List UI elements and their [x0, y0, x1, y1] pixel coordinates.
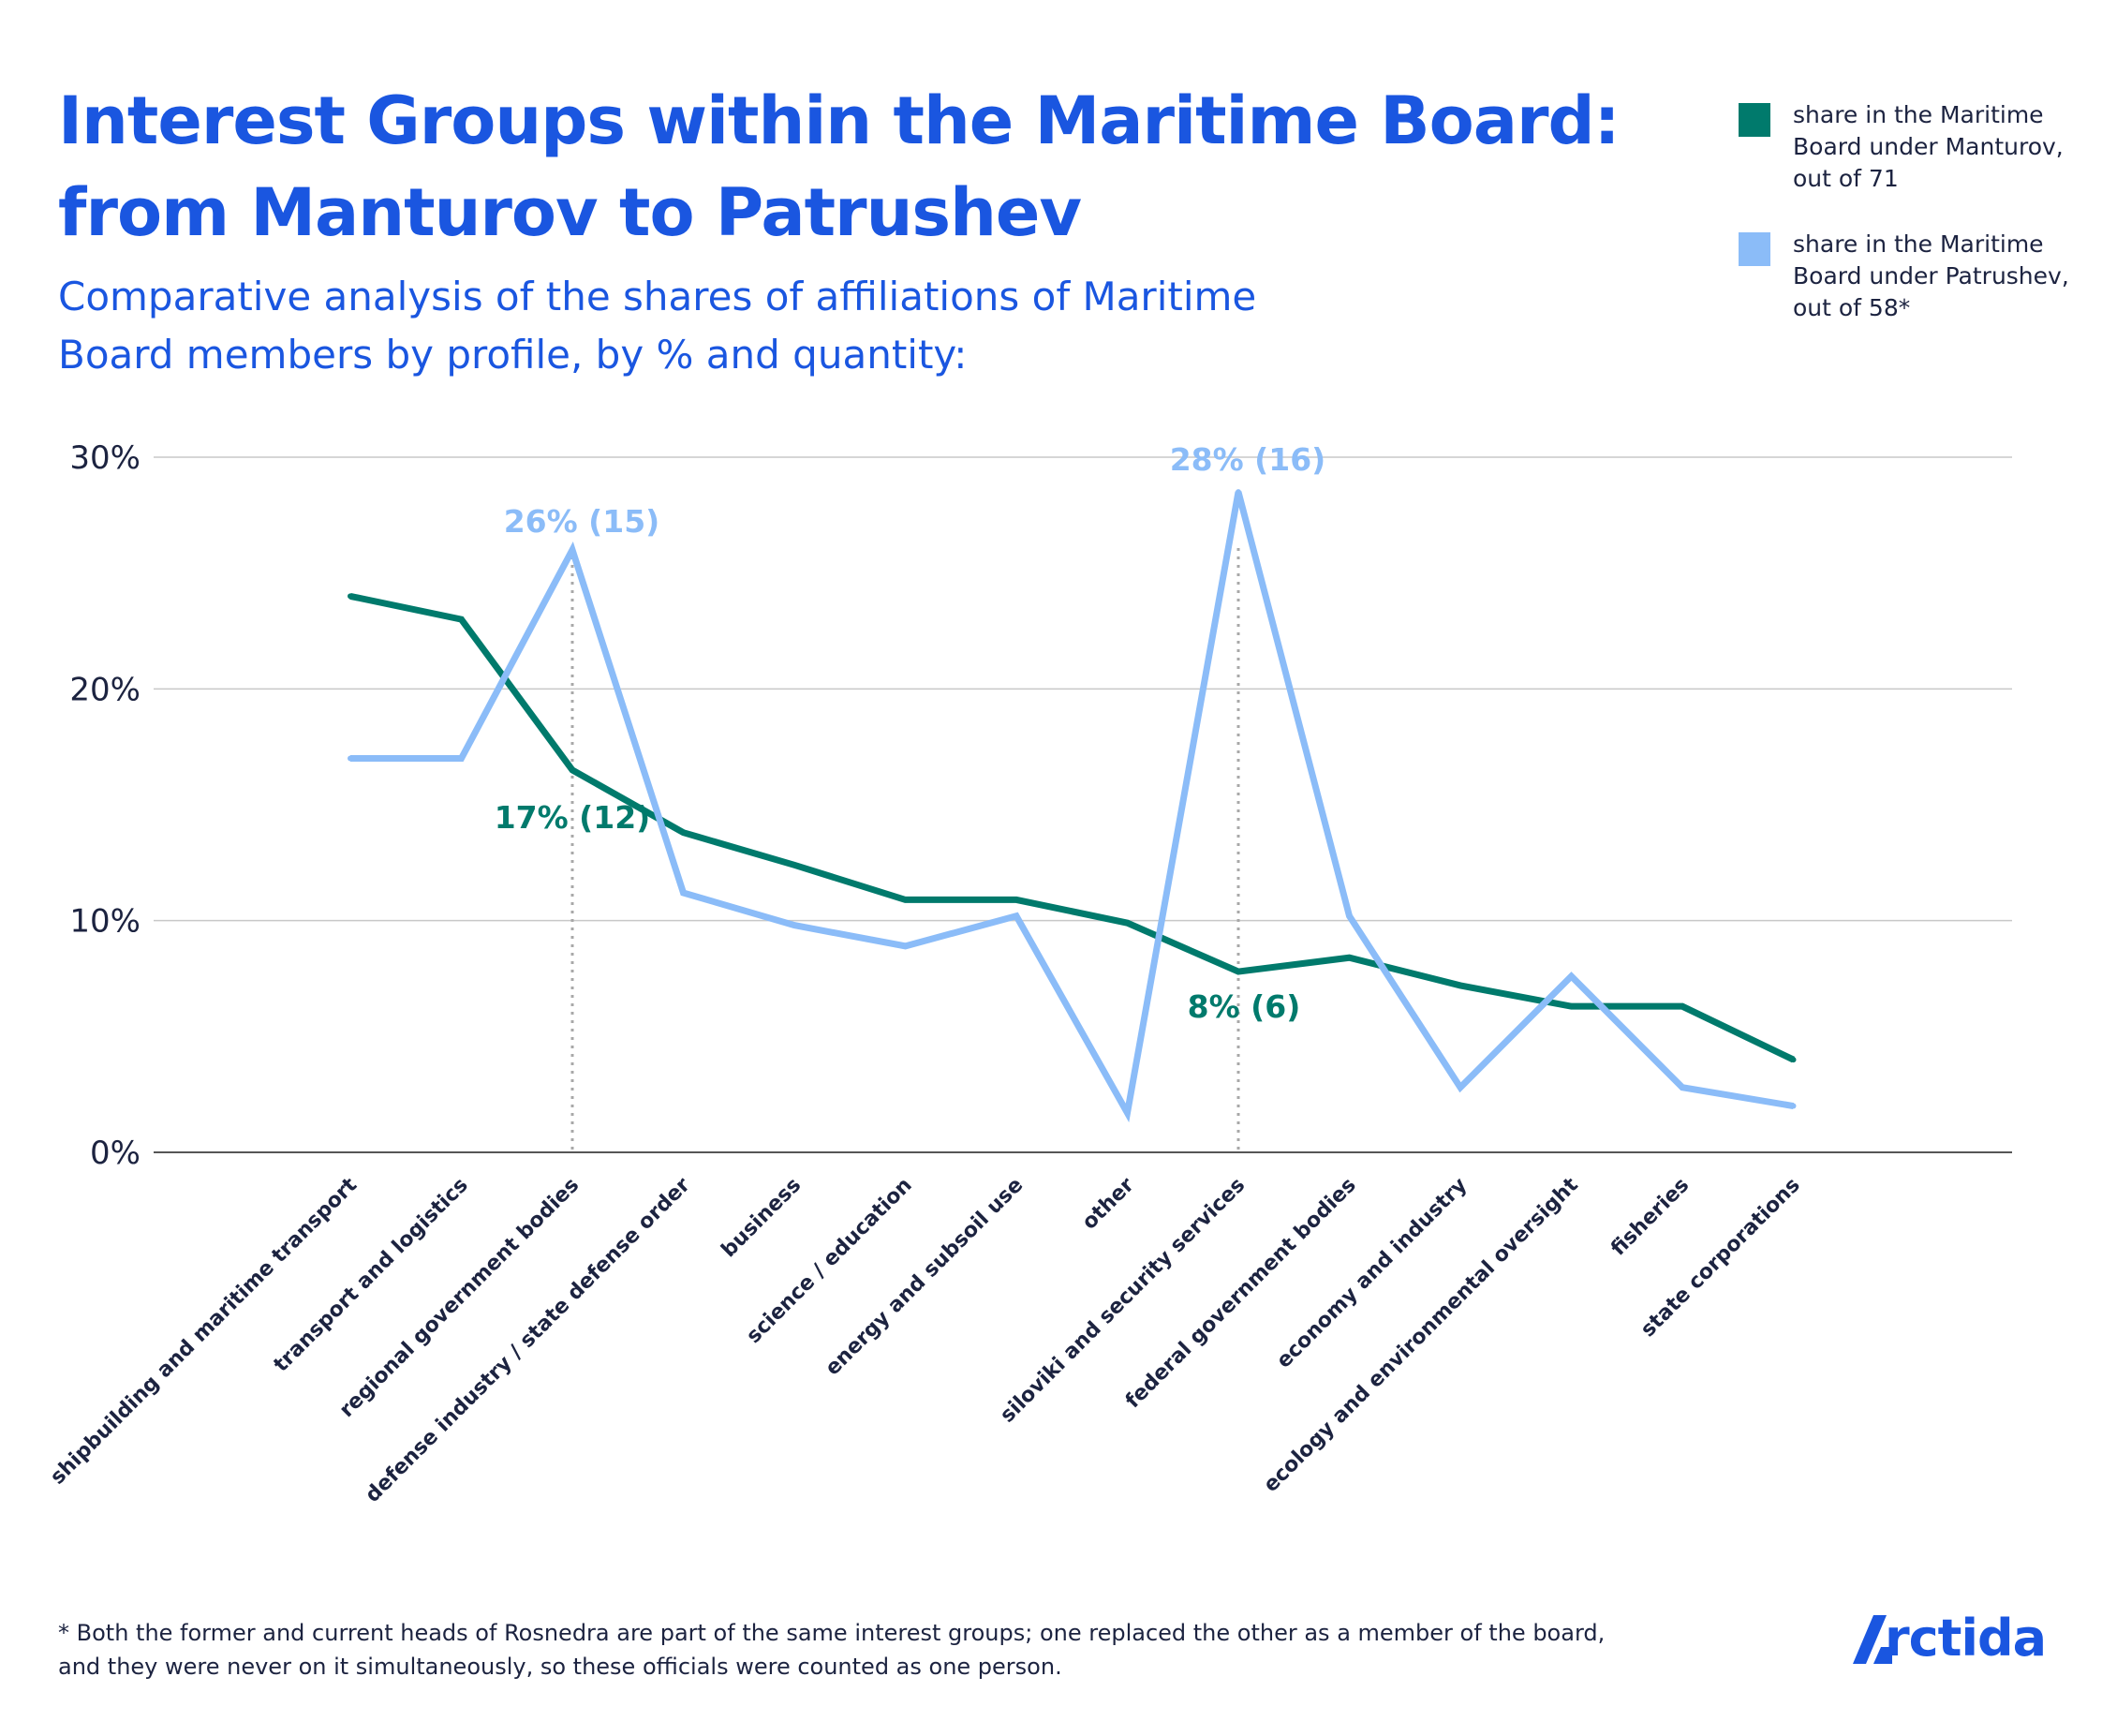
data-point [1124, 1109, 1131, 1116]
chart-title: Interest Groups within the Maritime Boar… [58, 82, 1621, 251]
logo-mark-icon [1853, 1615, 1892, 1664]
data-point [1680, 1003, 1685, 1010]
data-label: 28% (16) [1170, 441, 1326, 478]
y-tick-label: 30% [69, 439, 141, 477]
chart-subtitle: Comparative analysis of the shares of af… [58, 274, 1257, 378]
legend-item-patrushev: share in the Maritime Board under Patrus… [1739, 229, 2095, 324]
data-point [1346, 955, 1353, 961]
x-tick-label: other [1078, 1173, 1139, 1234]
legend-label-patrushev: share in the Maritime Board under Patrus… [1793, 230, 2069, 321]
data-point [680, 889, 687, 896]
data-point [1014, 913, 1019, 919]
data-point [1458, 982, 1463, 988]
data-label: 8% (6) [1188, 988, 1301, 1025]
data-point [1458, 1084, 1463, 1091]
data-point [1236, 489, 1241, 496]
series-line-patrushev [350, 491, 1795, 1123]
data-point [570, 766, 575, 773]
data-point [1680, 1084, 1685, 1091]
x-tick-label: business [718, 1174, 807, 1263]
data-point [1014, 897, 1019, 903]
x-tick-label: transport and logistics [270, 1174, 473, 1377]
legend-swatch-manturov [1739, 103, 1770, 137]
data-point [458, 616, 465, 623]
footnote: * Both the former and current heads of R… [58, 1620, 1606, 1680]
brand-name: rctida [1885, 1609, 2047, 1668]
y-tick-label: 10% [69, 903, 141, 941]
data-point [1236, 969, 1241, 975]
data-point [792, 922, 797, 928]
data-label: 26% (15) [504, 503, 660, 540]
legend-swatch-patrushev [1739, 232, 1770, 266]
data-point [1790, 1057, 1797, 1063]
data-point [680, 829, 687, 836]
data-point [348, 593, 353, 600]
data-point [792, 862, 797, 868]
x-tick-label: regional government bodies [335, 1174, 584, 1422]
series-line-manturov [349, 592, 1796, 1063]
data-point [458, 755, 465, 762]
x-tick-label: fisheries [1606, 1174, 1694, 1261]
line-chart: 0% 10% 20% 30% 26% (15) 17% (12) 28% (16) 8% (6… [46, 439, 2012, 1507]
data-label: 17% (12) [495, 799, 651, 836]
legend-label-manturov: share in the Maritime Board under Mantur… [1793, 101, 2064, 192]
y-tick-label: 20% [69, 671, 141, 708]
data-point [1346, 913, 1353, 919]
data-point [348, 755, 353, 762]
data-point [1124, 920, 1131, 927]
legend-item-manturov: share in the Maritime Board under Mantur… [1739, 99, 2095, 195]
data-point [902, 897, 909, 903]
y-tick-label: 0% [90, 1135, 141, 1172]
x-tick-label: siloviki and security services [996, 1174, 1250, 1428]
data-point [1790, 1103, 1797, 1109]
data-point [902, 942, 909, 949]
x-tick-label: energy and subsoil use [822, 1174, 1029, 1381]
data-point [570, 546, 575, 553]
x-tick-label: federal government bodies [1121, 1174, 1361, 1414]
legend: share in the Maritime Board under Mantur… [1739, 99, 2095, 358]
data-point [1568, 973, 1575, 980]
data-point [1568, 1003, 1575, 1010]
x-tick-label: economy and industry [1272, 1174, 1472, 1373]
